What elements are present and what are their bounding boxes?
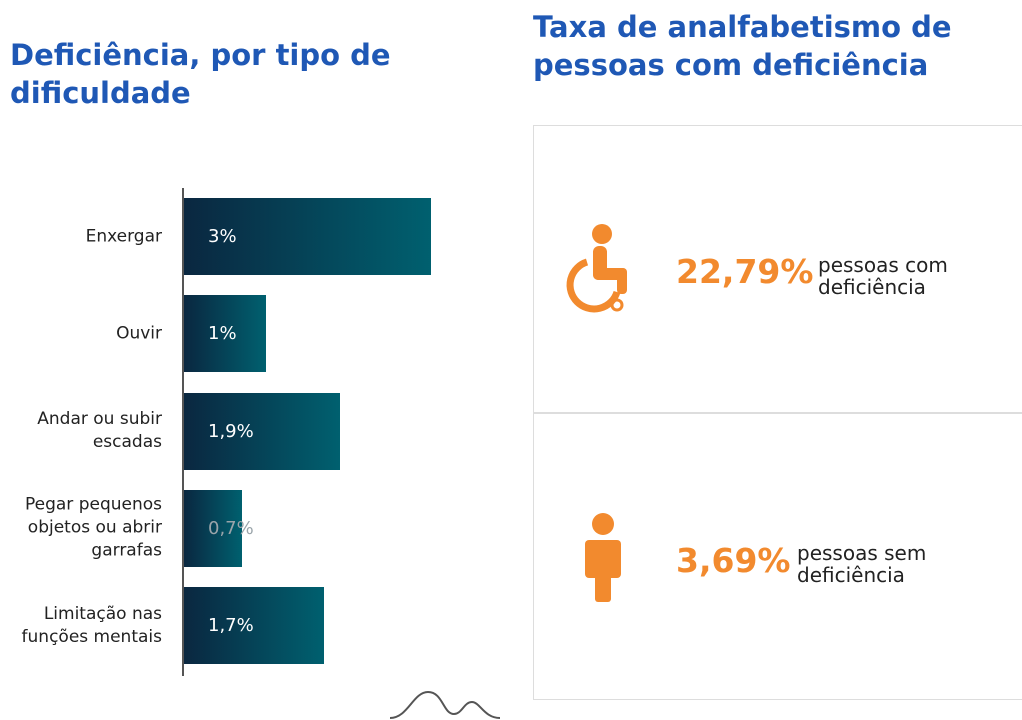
category-label: Ouvir bbox=[116, 323, 162, 344]
stat-description: pessoas sem deficiência bbox=[797, 541, 927, 587]
bar bbox=[184, 392, 341, 470]
value-label: 3% bbox=[208, 226, 237, 247]
category-label: Andar ou subir escadas bbox=[37, 409, 162, 453]
bar bbox=[184, 198, 431, 275]
category-label: Pegar pequenos objetos ou abrir garrafas bbox=[24, 494, 162, 561]
stat-description: pessoas com deficiência bbox=[818, 253, 948, 299]
value-label: 1% bbox=[208, 323, 237, 345]
stats-title: Taxa de analfabetismo de pessoas com def… bbox=[533, 10, 952, 82]
stat-card bbox=[533, 125, 1022, 414]
bar bbox=[184, 489, 242, 567]
value-label: 0,7% bbox=[208, 517, 254, 539]
bar bbox=[184, 587, 324, 665]
category-label: Limitação nas funções mentais bbox=[21, 603, 162, 647]
value-label: 1,7% bbox=[208, 615, 254, 637]
axis-line bbox=[182, 188, 184, 676]
bar bbox=[184, 295, 267, 373]
stat-value: 22,79% bbox=[676, 252, 814, 291]
person-icon bbox=[585, 513, 621, 602]
wheelchair-icon bbox=[566, 224, 627, 313]
value-label: 1,9% bbox=[208, 420, 254, 442]
chart-title: Deficiência, por tipo de dificuldade bbox=[10, 38, 391, 110]
stat-value: 3,69% bbox=[676, 541, 791, 580]
stat-card bbox=[533, 412, 1022, 700]
category-label: Enxergar bbox=[85, 226, 162, 246]
logo bbox=[389, 690, 501, 719]
